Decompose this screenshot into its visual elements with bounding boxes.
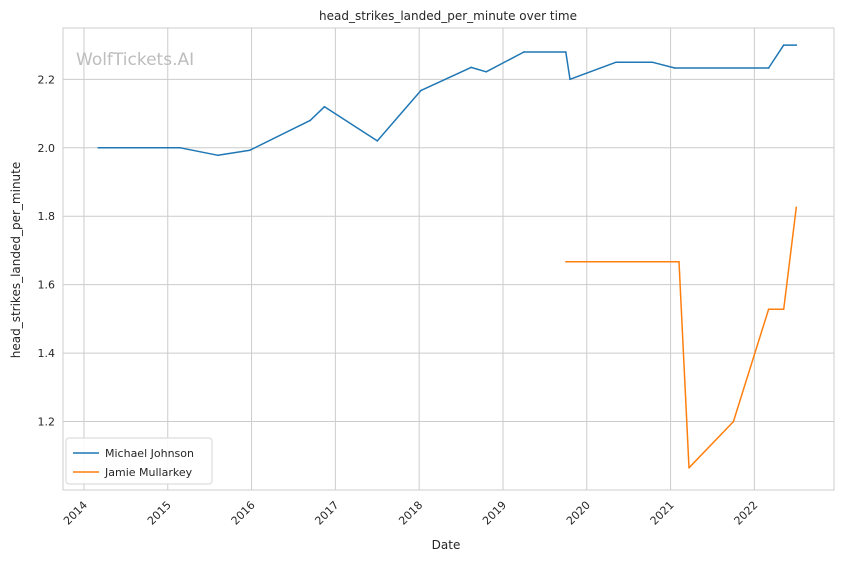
data-point-jamie-mullarkey (795, 206, 798, 209)
x-tick-label: 2015 (145, 499, 174, 528)
data-point-michael-johnson (523, 51, 525, 53)
data-point-jamie-mullarkey (782, 308, 785, 311)
x-tick-label: 2018 (396, 499, 425, 528)
data-point-jamie-mullarkey (767, 308, 770, 311)
watermark: WolfTickets.AI (76, 50, 194, 70)
data-point-michael-johnson (767, 67, 770, 69)
legend-box (65, 437, 213, 485)
y-tick-label: 1.2 (38, 416, 56, 429)
data-point-michael-johnson (485, 71, 488, 73)
y-axis-title: head_strikes_landed_per_minute (9, 162, 23, 359)
x-tick-label: 2014 (61, 499, 90, 528)
series-layer (97, 44, 798, 469)
grid-lines (63, 28, 834, 490)
series-line-jamie-mullarkey (565, 207, 798, 469)
data-point-michael-johnson (782, 44, 785, 46)
data-point-michael-johnson (795, 44, 798, 46)
data-point-michael-johnson (651, 61, 653, 64)
x-tick-label: 2016 (229, 499, 258, 528)
y-tick-labels: 1.2 1.4 1.6 1.8 2.0 2.2 (38, 73, 56, 428)
data-point-michael-johnson (615, 61, 617, 64)
data-point-jamie-mullarkey (732, 420, 735, 423)
data-point-michael-johnson (179, 146, 182, 149)
y-tick-label: 2.2 (38, 73, 56, 86)
x-axis-title: Date (432, 538, 461, 552)
data-point-michael-johnson (569, 78, 571, 81)
data-point-michael-johnson (420, 89, 422, 92)
data-point-michael-johnson (565, 51, 567, 53)
data-point-michael-johnson (309, 119, 312, 122)
x-tick-labels: 2014 2015 2016 2017 2018 2019 2020 2021 2022 (61, 499, 760, 528)
data-point-michael-johnson (249, 149, 251, 151)
y-tick-label: 1.8 (38, 210, 56, 223)
data-point-michael-johnson (323, 105, 326, 108)
plot-frame (62, 27, 835, 491)
y-tick-label: 1.4 (38, 347, 56, 360)
x-tick-label: 2022 (732, 499, 761, 528)
data-point-michael-johnson (376, 140, 379, 142)
data-point-jamie-mullarkey (678, 260, 680, 263)
x-tick-label: 2021 (648, 499, 677, 528)
legend-label-michael-johnson: Michael Johnson (105, 447, 194, 460)
data-point-michael-johnson (217, 154, 219, 157)
legend-label-jamie-mullarkey: Jamie Mullarkey (104, 466, 193, 479)
y-tick-label: 2.0 (38, 142, 56, 155)
y-tick-label: 1.6 (38, 279, 56, 292)
data-point-jamie-mullarkey (565, 260, 567, 263)
data-point-michael-johnson (470, 66, 472, 69)
data-point-michael-johnson (673, 67, 676, 69)
x-tick-label: 2019 (480, 499, 509, 528)
x-tick-label: 2020 (564, 499, 593, 528)
x-tick-label: 2017 (312, 499, 341, 528)
legend: Michael Johnson Jamie Mullarkey (65, 437, 213, 485)
chart-title: head_strikes_landed_per_minute over time (319, 9, 577, 23)
data-point-michael-johnson (97, 146, 99, 149)
data-point-jamie-mullarkey (688, 466, 690, 469)
series-line-michael-johnson (98, 44, 797, 157)
